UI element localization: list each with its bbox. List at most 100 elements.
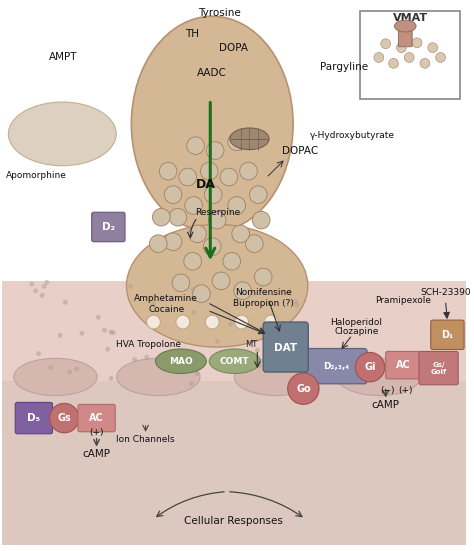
Circle shape xyxy=(412,38,422,47)
Text: Amphetamine: Amphetamine xyxy=(134,294,198,303)
Circle shape xyxy=(420,58,430,68)
Circle shape xyxy=(240,163,257,180)
Circle shape xyxy=(159,163,177,180)
Circle shape xyxy=(144,355,149,360)
Circle shape xyxy=(193,368,198,373)
Circle shape xyxy=(164,186,182,203)
Text: DA: DA xyxy=(195,179,215,191)
Text: VMAT: VMAT xyxy=(392,13,428,23)
Text: Pramipexole: Pramipexole xyxy=(375,296,431,305)
Circle shape xyxy=(191,310,196,315)
FancyBboxPatch shape xyxy=(1,381,466,545)
Circle shape xyxy=(48,365,53,370)
Circle shape xyxy=(74,366,79,371)
Circle shape xyxy=(253,212,270,229)
Circle shape xyxy=(79,331,84,336)
Circle shape xyxy=(204,186,222,203)
Text: Pargyline: Pargyline xyxy=(320,62,369,72)
Circle shape xyxy=(58,333,63,338)
Circle shape xyxy=(356,353,385,382)
Ellipse shape xyxy=(337,358,420,396)
Text: Haloperidol: Haloperidol xyxy=(330,317,383,327)
Circle shape xyxy=(404,52,414,62)
Circle shape xyxy=(294,302,299,307)
Circle shape xyxy=(220,168,237,186)
Circle shape xyxy=(212,272,230,290)
Circle shape xyxy=(264,315,278,329)
Circle shape xyxy=(208,212,226,229)
Circle shape xyxy=(192,285,210,302)
Circle shape xyxy=(381,39,391,48)
Circle shape xyxy=(215,339,219,344)
Circle shape xyxy=(228,322,233,327)
Text: (+): (+) xyxy=(398,386,412,395)
Circle shape xyxy=(185,197,202,214)
Circle shape xyxy=(105,347,110,352)
Circle shape xyxy=(153,208,170,226)
Circle shape xyxy=(228,197,246,214)
Circle shape xyxy=(149,235,167,252)
Circle shape xyxy=(109,376,114,381)
Text: MT: MT xyxy=(246,340,257,349)
Circle shape xyxy=(164,233,182,251)
Circle shape xyxy=(256,363,261,368)
Circle shape xyxy=(109,329,113,334)
Circle shape xyxy=(194,371,200,376)
Circle shape xyxy=(176,315,190,329)
Circle shape xyxy=(191,287,195,292)
Ellipse shape xyxy=(9,102,116,166)
Text: Clozapine: Clozapine xyxy=(334,327,378,336)
Circle shape xyxy=(203,238,221,256)
Circle shape xyxy=(374,52,384,62)
Circle shape xyxy=(396,43,406,52)
FancyBboxPatch shape xyxy=(91,212,125,242)
Text: AC: AC xyxy=(89,413,104,423)
Circle shape xyxy=(40,293,45,298)
Circle shape xyxy=(29,282,34,287)
FancyBboxPatch shape xyxy=(431,320,464,349)
Circle shape xyxy=(189,381,194,386)
FancyBboxPatch shape xyxy=(15,402,53,434)
Ellipse shape xyxy=(230,128,269,149)
Circle shape xyxy=(179,168,197,186)
Text: D₁: D₁ xyxy=(441,330,454,340)
Text: TH: TH xyxy=(185,29,199,39)
Circle shape xyxy=(67,369,72,374)
FancyBboxPatch shape xyxy=(399,27,412,47)
Circle shape xyxy=(232,225,249,242)
Circle shape xyxy=(293,299,298,304)
FancyBboxPatch shape xyxy=(386,352,421,379)
Text: AADC: AADC xyxy=(197,68,227,78)
Circle shape xyxy=(206,142,224,159)
FancyBboxPatch shape xyxy=(78,404,115,432)
Text: Gi: Gi xyxy=(364,362,376,372)
Text: Gs: Gs xyxy=(57,413,71,423)
Circle shape xyxy=(288,373,319,404)
Circle shape xyxy=(102,328,107,333)
Text: DOPA: DOPA xyxy=(219,42,248,53)
Text: AMPT: AMPT xyxy=(49,52,78,62)
Text: Cocaine: Cocaine xyxy=(148,305,184,314)
Circle shape xyxy=(176,366,181,371)
Circle shape xyxy=(201,163,218,180)
Text: Gs/
Golf: Gs/ Golf xyxy=(430,361,447,375)
Ellipse shape xyxy=(234,358,318,396)
Text: (−): (−) xyxy=(381,386,395,395)
Text: SCH-23390: SCH-23390 xyxy=(420,288,471,297)
FancyBboxPatch shape xyxy=(1,281,466,393)
Ellipse shape xyxy=(394,20,416,32)
Text: D₂,₃,₄: D₂,₃,₄ xyxy=(323,361,349,371)
Text: γ-Hydroxybutyrate: γ-Hydroxybutyrate xyxy=(310,131,395,141)
Circle shape xyxy=(205,315,219,329)
FancyBboxPatch shape xyxy=(360,12,460,99)
Text: Ion Channels: Ion Channels xyxy=(116,435,175,444)
Text: Apomorphine: Apomorphine xyxy=(6,171,67,180)
FancyBboxPatch shape xyxy=(304,349,367,384)
Circle shape xyxy=(96,315,101,320)
Text: cAMP: cAMP xyxy=(372,401,400,410)
Circle shape xyxy=(63,300,68,305)
Circle shape xyxy=(42,284,46,289)
Text: D₅: D₅ xyxy=(27,413,40,423)
Text: Go: Go xyxy=(296,383,310,393)
Circle shape xyxy=(33,288,38,293)
